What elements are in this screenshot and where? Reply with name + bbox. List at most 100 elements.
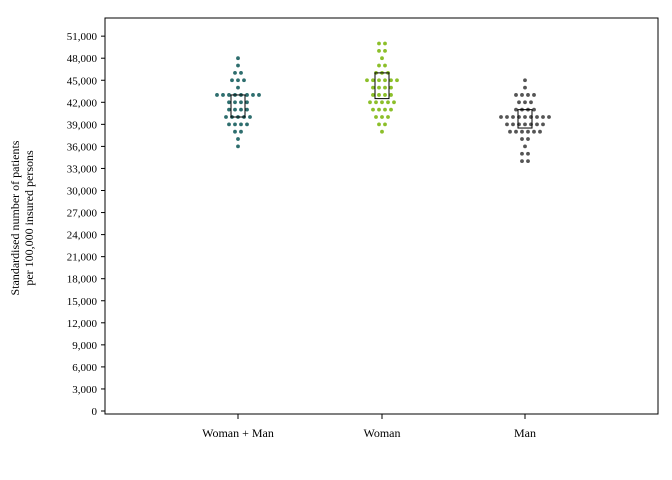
- data-point: [245, 107, 249, 112]
- data-point: [535, 122, 539, 127]
- data-point: [371, 85, 375, 90]
- data-point: [236, 63, 240, 68]
- data-point: [511, 115, 515, 119]
- data-point: [380, 115, 384, 119]
- data-point: [245, 93, 249, 97]
- data-point: [245, 100, 249, 105]
- data-point: [233, 107, 237, 112]
- data-point: [227, 93, 231, 97]
- data-points: [215, 41, 551, 164]
- data-point: [526, 129, 530, 134]
- data-point: [377, 41, 381, 46]
- data-point: [227, 107, 231, 112]
- y-axis-title-line: Standardised number of patients: [8, 140, 22, 295]
- data-point: [505, 122, 509, 127]
- data-point: [520, 93, 524, 97]
- data-point: [383, 63, 387, 68]
- y-axis-title: Standardised number of patientsper 100,0…: [8, 140, 36, 295]
- data-point: [523, 144, 527, 149]
- y-tick-label: 24,000: [67, 230, 98, 242]
- data-point: [395, 78, 399, 83]
- data-point: [377, 93, 381, 97]
- y-tick-label: 21,000: [67, 252, 98, 264]
- data-point: [251, 93, 255, 97]
- data-point: [245, 122, 249, 127]
- data-point: [526, 137, 530, 141]
- y-tick-label: 45,000: [67, 75, 98, 87]
- data-point: [257, 93, 261, 97]
- plot-frame: [104, 17, 659, 415]
- data-point: [541, 122, 545, 127]
- data-point: [236, 137, 240, 141]
- data-point: [242, 78, 246, 83]
- data-point: [508, 129, 512, 134]
- data-point: [383, 107, 387, 112]
- data-point: [239, 129, 243, 134]
- data-point: [230, 78, 234, 83]
- y-tick-label: 39,000: [67, 119, 98, 131]
- data-point: [520, 137, 524, 141]
- data-point: [377, 107, 381, 112]
- data-point: [227, 122, 231, 127]
- data-point: [523, 85, 527, 90]
- data-point: [236, 78, 240, 83]
- data-point: [523, 100, 527, 105]
- y-tick-label: 30,000: [67, 186, 98, 198]
- y-tick-label: 0: [92, 406, 98, 418]
- y-tick-label: 42,000: [67, 97, 98, 109]
- data-point: [532, 107, 536, 112]
- data-point: [233, 100, 237, 105]
- data-point: [239, 122, 243, 127]
- data-point: [532, 93, 536, 97]
- data-point: [389, 93, 393, 97]
- y-axis-title-line: per 100,000 insured persons: [22, 150, 36, 286]
- y-tick-label: 18,000: [67, 274, 98, 286]
- y-tick-label: 6,000: [72, 362, 97, 374]
- data-point: [499, 115, 503, 119]
- data-point: [523, 115, 527, 119]
- data-point: [227, 100, 231, 105]
- data-point: [383, 93, 387, 97]
- data-point: [233, 122, 237, 127]
- data-point: [374, 115, 378, 119]
- data-point: [535, 115, 539, 119]
- x-tick-label: Woman + Man: [202, 426, 274, 440]
- quartile-box: [517, 109, 533, 129]
- data-point: [236, 85, 240, 90]
- data-point: [380, 129, 384, 134]
- data-point: [380, 56, 384, 61]
- data-point: [380, 100, 384, 105]
- data-point: [371, 107, 375, 112]
- data-point: [523, 78, 527, 83]
- y-tick-label: 48,000: [67, 53, 98, 65]
- y-axis: 0 3,000 6,000 9,000 12,000 15,000 18,000 21,000…: [67, 31, 105, 418]
- y-tick-label: 27,000: [67, 208, 98, 220]
- data-point: [389, 107, 393, 112]
- data-point: [215, 93, 219, 97]
- data-point: [236, 144, 240, 149]
- data-point: [377, 122, 381, 127]
- data-point: [233, 129, 237, 134]
- data-point: [371, 78, 375, 83]
- data-point: [514, 107, 518, 112]
- data-point: [239, 107, 243, 112]
- quartile-box: [230, 94, 246, 118]
- y-tick-label: 3,000: [72, 384, 97, 396]
- data-point: [221, 93, 225, 97]
- data-point: [526, 159, 530, 164]
- y-tick-label: 15,000: [67, 296, 98, 308]
- data-point: [236, 56, 240, 61]
- x-tick-label: Woman: [363, 426, 400, 440]
- data-point: [526, 151, 530, 156]
- y-tick-label: 33,000: [67, 163, 98, 175]
- data-point: [389, 78, 393, 83]
- data-point: [365, 78, 369, 83]
- data-point: [517, 100, 521, 105]
- data-point: [511, 122, 515, 127]
- data-point: [248, 115, 252, 119]
- quartile-boxes: [230, 72, 533, 129]
- data-point: [392, 100, 396, 105]
- data-point: [233, 71, 237, 75]
- data-point: [368, 100, 372, 105]
